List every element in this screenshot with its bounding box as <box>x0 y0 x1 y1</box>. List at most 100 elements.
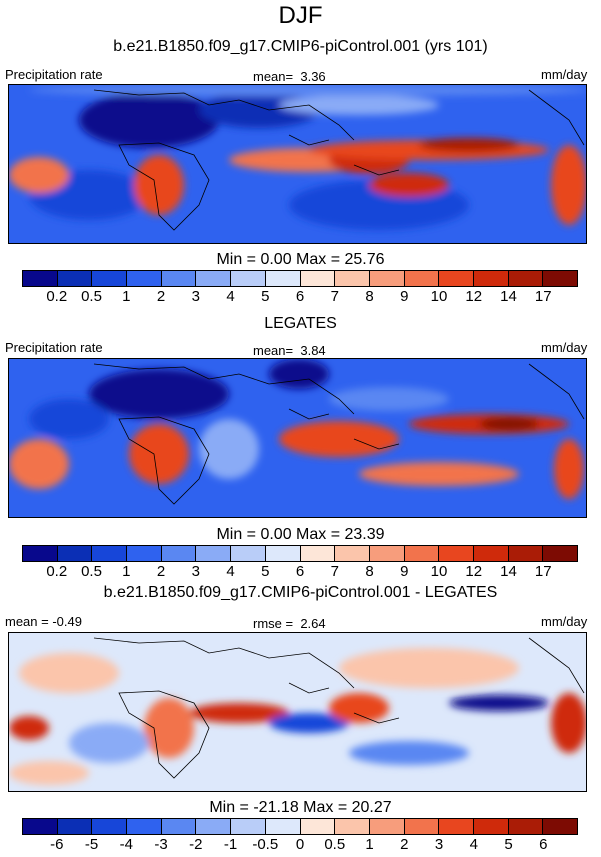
colorbar-tick-label: -3 <box>154 836 168 853</box>
model-title: b.e21.B1850.f09_g17.CMIP6-piControl.001 … <box>113 38 488 55</box>
colorbar-tick-label: 6 <box>295 563 305 580</box>
panel2-colorbar <box>22 545 578 562</box>
colorbar-swatch <box>439 819 474 834</box>
colorbar-tick-label: 12 <box>465 288 483 305</box>
colorbar-swatch <box>473 271 509 286</box>
panel3-minmax: Min = -21.18 Max = 20.27 <box>209 799 392 816</box>
colorbar-swatch <box>127 819 162 834</box>
colorbar-tick-label: 0.5 <box>324 836 346 853</box>
panel1-precip-map <box>8 84 587 244</box>
colorbar-tick-label: 6 <box>295 288 305 305</box>
colorbar-swatch <box>23 271 58 286</box>
colorbar-swatch <box>92 819 128 834</box>
colorbar-swatch <box>231 819 266 834</box>
colorbar-tick-label: 7 <box>330 563 339 580</box>
season-title: DJF <box>278 2 323 29</box>
colorbar-tick-label: -2 <box>189 836 203 853</box>
colorbar-swatch <box>161 546 197 561</box>
panel3-mean-label: mean = -0.49 <box>5 614 82 629</box>
colorbar-tick-label: 0.5 <box>81 563 102 580</box>
colorbar-swatch <box>543 271 577 286</box>
colorbar-tick-label: 0.5 <box>81 288 102 305</box>
colorbar-tick-label: 12 <box>465 563 483 580</box>
colorbar-swatch <box>404 819 440 834</box>
colorbar-tick-label: 0.2 <box>46 563 68 580</box>
colorbar-swatch <box>57 271 93 286</box>
colorbar-swatch <box>508 546 544 561</box>
panel2-colorbar-ticks: 0.2 0.5 1 2 3 4 5 6 7 8 9 10 12 14 17 <box>22 563 578 581</box>
colorbar-tick-label: 0 <box>295 836 305 853</box>
colorbar-swatch <box>161 819 197 834</box>
panel3-units-label: mm/day <box>541 614 588 629</box>
panel3-rmse-value: 2.64 <box>300 616 326 631</box>
colorbar-swatch <box>231 546 266 561</box>
colorbar-tick-label: 3 <box>191 288 200 305</box>
panel1-mean-value: 3.36 <box>300 69 326 84</box>
colorbar-swatch <box>335 271 370 286</box>
colorbar-tick-label: 4 <box>226 563 235 580</box>
colorbar-swatch <box>404 546 440 561</box>
colorbar-tick-label: 17 <box>534 563 552 580</box>
colorbar-swatch <box>92 546 128 561</box>
colorbar-tick-label: -1 <box>223 836 238 853</box>
colorbar-tick-label: 2 <box>156 288 166 305</box>
colorbar-tick-label: 9 <box>400 563 409 580</box>
colorbar-swatch <box>265 819 301 834</box>
colorbar-swatch <box>473 546 509 561</box>
colorbar-tick-label: 14 <box>500 288 517 305</box>
panel3-colorbar-ticks: -6 -5 -4 -3 -2 -1 -0.5 0 0.5 1 2 3 4 5 6 <box>22 836 578 854</box>
colorbar-swatch <box>161 271 197 286</box>
colorbar-swatch <box>196 271 232 286</box>
panel3-colorbar <box>22 818 578 835</box>
colorbar-swatch <box>508 271 544 286</box>
panel1-variable-label: Precipitation rate <box>5 67 103 82</box>
colorbar-tick-label: 1 <box>122 288 131 305</box>
colorbar-tick-label: 17 <box>534 288 552 305</box>
colorbar-tick-label: 6 <box>539 836 548 853</box>
panel2-variable-label: Precipitation rate <box>5 340 103 355</box>
colorbar-swatch <box>300 819 336 834</box>
colorbar-tick-label: -4 <box>119 836 133 853</box>
colorbar-swatch <box>23 819 58 834</box>
colorbar-swatch <box>439 271 474 286</box>
colorbar-tick-label: -0.5 <box>252 836 279 853</box>
panel1-minmax: Min = 0.00 Max = 25.76 <box>216 251 385 268</box>
colorbar-tick-label: 5 <box>504 836 513 853</box>
panel1-colorbar-ticks: 0.2 0.5 1 2 3 4 5 6 7 8 9 10 12 14 17 <box>22 288 578 306</box>
colorbar-swatch <box>439 546 474 561</box>
colorbar-tick-label: 8 <box>365 563 374 580</box>
colorbar-swatch <box>335 546 370 561</box>
colorbar-swatch <box>92 271 128 286</box>
colorbar-swatch <box>196 819 232 834</box>
colorbar-swatch <box>231 271 266 286</box>
colorbar-swatch <box>300 271 336 286</box>
panel1-units-label: mm/day <box>541 67 588 82</box>
colorbar-swatch <box>300 546 336 561</box>
colorbar-tick-label: 2 <box>156 563 166 580</box>
colorbar-swatch <box>543 546 577 561</box>
colorbar-tick-label: 1 <box>122 563 131 580</box>
colorbar-tick-label: 4 <box>226 288 235 305</box>
panel3-diff-map <box>8 632 587 792</box>
colorbar-swatch <box>508 819 544 834</box>
colorbar-tick-label: 10 <box>430 563 448 580</box>
colorbar-swatch <box>543 819 577 834</box>
colorbar-swatch <box>23 546 58 561</box>
colorbar-tick-label: 5 <box>261 563 270 580</box>
colorbar-swatch <box>369 546 405 561</box>
panel2-units-label: mm/day <box>541 340 588 355</box>
colorbar-tick-label: 4 <box>469 836 478 853</box>
colorbar-tick-label: 0.2 <box>46 288 68 305</box>
colorbar-tick-label: 7 <box>330 288 339 305</box>
panel2-minmax: Min = 0.00 Max = 23.39 <box>216 526 385 543</box>
colorbar-swatch <box>473 819 509 834</box>
colorbar-tick-label: 8 <box>365 288 374 305</box>
panel2-mean-label: mean= 3.84 <box>253 343 326 358</box>
panel2-mean-value: 3.84 <box>300 343 326 358</box>
panel1-colorbar <box>22 270 578 287</box>
colorbar-tick-label: 2 <box>400 836 409 853</box>
panel3-rmse-label: rmse = 2.64 <box>253 616 326 631</box>
colorbar-tick-label: 1 <box>365 836 374 853</box>
colorbar-tick-label: 10 <box>430 288 448 305</box>
colorbar-tick-label: 3 <box>434 836 444 853</box>
